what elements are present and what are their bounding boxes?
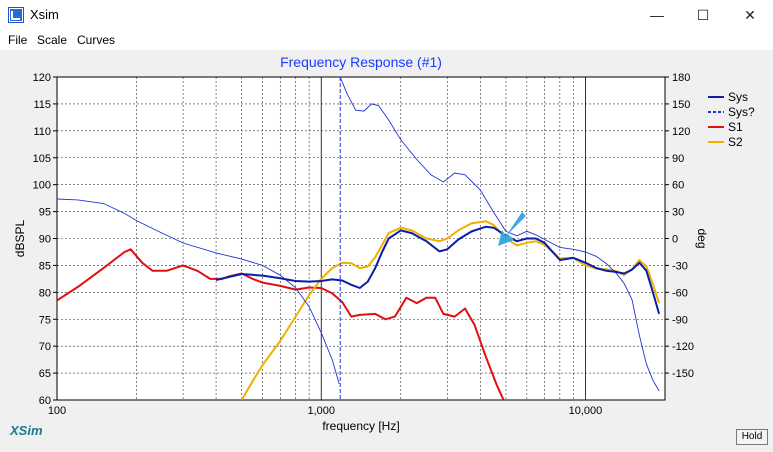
y2-tick-label: 150 <box>672 99 690 111</box>
y-tick-label: 90 <box>39 234 51 246</box>
chart-title: Frequency Response (#1) <box>280 54 442 70</box>
maximize-button[interactable]: ☐ <box>696 6 710 23</box>
y2-tick-label: 30 <box>672 207 684 219</box>
y-tick-label: 120 <box>33 72 51 84</box>
app-icon <box>8 7 24 23</box>
y2-tick-label: -90 <box>672 314 688 326</box>
y-axis-label: dBSPL <box>13 219 27 257</box>
y-tick-label: 115 <box>33 99 51 111</box>
series-line-sys-phase <box>339 77 660 392</box>
y-tick-label: 75 <box>39 314 51 326</box>
xsim-brand: XSim <box>9 423 43 438</box>
y2-tick-label: -60 <box>672 287 688 299</box>
y-tick-label: 60 <box>39 395 51 407</box>
series-group <box>57 77 661 400</box>
title-bar: Xsim — ☐ ✕ <box>0 0 773 30</box>
y-tick-label: 70 <box>39 341 51 353</box>
series-line-s2 <box>240 220 661 400</box>
y-tick-label: 105 <box>33 153 51 165</box>
y2-tick-label: 90 <box>672 153 684 165</box>
series-line-sys <box>215 225 661 315</box>
legend-label: S1 <box>728 120 743 134</box>
frequency-response-chart[interactable]: 60 65 70 75 80 85 90 95 100 105 110 115 120 -150 -120 -… <box>0 50 773 447</box>
y-tick-label: 65 <box>39 368 51 380</box>
y2-tick-label: 180 <box>672 72 690 84</box>
x-tick-label: 10,000 <box>569 405 603 417</box>
y2-tick-label: -30 <box>672 260 688 272</box>
close-button[interactable]: ✕ <box>744 6 756 23</box>
y-tick-label: 85 <box>39 260 51 272</box>
x-tick-label: 100 <box>48 405 66 417</box>
legend-label: S2 <box>728 135 743 149</box>
window-title: Xsim <box>30 7 59 22</box>
y2-tick-label: -150 <box>672 368 694 380</box>
menu-bar: File Scale Curves <box>0 30 773 50</box>
y-tick-label: 95 <box>39 207 51 219</box>
y2-tick-label: 60 <box>672 180 684 192</box>
y-tick-label: 110 <box>33 126 51 138</box>
y-tick-label: 100 <box>33 180 51 192</box>
minimize-button[interactable]: — <box>650 7 664 23</box>
x-tick-label: 1,000 <box>307 405 335 417</box>
menu-file[interactable]: File <box>8 33 28 47</box>
hold-button[interactable]: Hold <box>736 429 768 445</box>
y2-axis-label: deg <box>695 228 709 248</box>
x-axis-label: frequency [Hz] <box>322 419 399 433</box>
legend-label: Sys <box>728 90 748 104</box>
series-line-sys-phase <box>57 198 340 385</box>
annotation-arrow <box>498 212 526 246</box>
y2-tick-label: 120 <box>672 126 690 138</box>
legend-label: Sys? <box>728 105 755 119</box>
menu-scale[interactable]: Scale <box>37 33 68 47</box>
y-tick-label: 80 <box>39 287 51 299</box>
plot-area[interactable]: 60 65 70 75 80 85 90 95 100 105 110 115 120 -150 -120 -… <box>0 50 773 447</box>
y2-tick-label: 0 <box>672 234 678 246</box>
menu-curves[interactable]: Curves <box>77 33 116 47</box>
y2-tick-label: -120 <box>672 341 694 353</box>
